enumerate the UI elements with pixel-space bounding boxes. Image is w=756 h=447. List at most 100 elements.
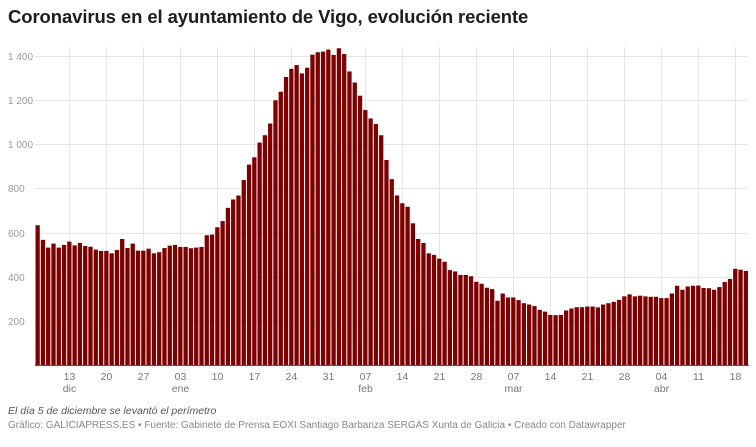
x-tick-label: 28 (619, 371, 631, 383)
bar: 15 abr: 353 (717, 287, 722, 365)
bar: 02 mar: 350 (484, 287, 490, 365)
bar: 24 dic: 530 (125, 248, 130, 365)
bar: 08 mar: 294 (516, 300, 521, 365)
bar: 21 dic: 506 (109, 253, 114, 365)
bar: 22 ene: 1238 (278, 91, 283, 365)
bar: 29 dic: 506 (151, 253, 157, 365)
bar: 21 ene: 1199 (273, 100, 278, 366)
bar: 23 dic: 571 (120, 238, 125, 365)
bar: 27 feb: 402 (468, 276, 474, 365)
y-tick-label: 1 000 (8, 140, 33, 151)
bar: 16 feb: 642 (410, 223, 416, 365)
bar: 25 ene: 1359 (294, 65, 299, 366)
bar: 15 dic: 553 (77, 242, 83, 365)
bar: 18 feb: 553 (421, 242, 426, 365)
bar: 30 dic: 511 (157, 252, 162, 365)
bar: 19 mar: 262 (574, 307, 579, 365)
bar: 20 dic: 517 (104, 250, 109, 365)
bar: 11 ene: 652 (220, 221, 225, 365)
bar: 16 mar: 227 (558, 314, 564, 365)
bar: 11 dic: 532 (56, 247, 61, 365)
bar: 14 ene: 768 (236, 195, 241, 365)
bar: 28 ene: 1406 (310, 54, 315, 366)
bar: 01 mar: 368 (479, 283, 484, 365)
y-tick-label: 1 400 (8, 52, 33, 63)
bar: 30 mar: 311 (632, 296, 638, 365)
bar: 24 ene: 1342 (289, 68, 294, 366)
bar: 17 dic: 536 (88, 246, 93, 365)
bar: 23 feb: 430 (447, 270, 453, 365)
bar: 01 ene: 541 (167, 245, 172, 365)
bar: 04 feb: 1330 (347, 71, 352, 365)
bar: 24 feb: 424 (453, 271, 458, 365)
x-tick-label: 13 (64, 371, 76, 383)
bar: 03 ene: 535 (178, 246, 183, 365)
y-tick-label: 200 (8, 317, 25, 328)
bar: 15 feb: 717 (405, 206, 410, 365)
bar: 12 ene: 712 (225, 207, 231, 365)
bar: 18 abr: 436 (733, 268, 738, 365)
bar: 22 feb: 468 (442, 261, 447, 365)
bar: 31 dic: 530 (162, 248, 167, 365)
bar: 03 abr: 309 (653, 296, 659, 365)
bar: 17 abr: 390 (727, 278, 733, 365)
x-tick-label: 14 (545, 371, 557, 383)
bar: 02 abr: 309 (648, 296, 653, 365)
bar: 20 mar: 262 (579, 307, 585, 365)
bar: 17 ene: 941 (252, 157, 257, 365)
bar: 21 feb: 482 (437, 258, 442, 365)
x-month-label: ene (172, 383, 190, 395)
bar: 06 abr: 324 (669, 293, 675, 365)
bar: 07 ene: 535 (199, 246, 204, 365)
bar: 19 abr: 432 (738, 269, 743, 365)
bar: 16 ene: 908 (246, 164, 252, 365)
bar: 03 feb: 1409 (342, 54, 347, 365)
y-tick-label: 400 (8, 273, 25, 284)
bar: 11 abr: 360 (696, 285, 701, 365)
bar: 10 ene: 624 (215, 227, 220, 365)
bar: 01 abr: 311 (643, 296, 648, 365)
x-tick-label: 10 (212, 371, 224, 383)
bar: 12 mar: 250 (537, 309, 542, 365)
bar: 13 abr: 348 (706, 288, 712, 365)
bar: 14 dic: 542 (72, 245, 77, 365)
bar: 10 abr: 359 (690, 285, 696, 365)
bar: 12 abr: 349 (701, 287, 706, 365)
bar: 08 abr: 341 (680, 289, 685, 365)
bar: 26 ene: 1321 (299, 73, 305, 365)
bar: 10 dic: 550 (51, 243, 56, 365)
bar: 06 mar: 306 (505, 297, 511, 365)
bar: 19 dic: 517 (98, 250, 104, 365)
bar: 25 feb: 408 (458, 274, 463, 365)
x-tick-label: 03 (175, 371, 187, 383)
bar: 04 mar: 291 (495, 300, 500, 365)
bar: 03 mar: 344 (490, 289, 495, 365)
bar: 10 feb: 1041 (379, 135, 384, 365)
x-month-label: mar (504, 383, 523, 395)
bar: 27 ene: 1347 (305, 67, 310, 365)
bar: 14 abr: 341 (712, 289, 717, 365)
bar: 14 mar: 227 (548, 314, 553, 365)
bar: 05 mar: 324 (500, 293, 505, 365)
x-tick-label: 27 (138, 371, 150, 383)
bar: 05 abr: 303 (664, 298, 669, 365)
x-tick-label: 20 (101, 371, 113, 383)
bar: 13 feb: 768 (394, 195, 400, 365)
bar: 20 feb: 499 (431, 254, 437, 365)
bar: 06 feb: 1220 (357, 95, 363, 365)
bar: 12 feb: 842 (389, 179, 394, 365)
y-tick-label: 800 (8, 184, 25, 195)
x-tick-label: 31 (323, 371, 335, 383)
bar: 05 ene: 529 (188, 248, 194, 365)
bar: 10 mar: 274 (527, 304, 532, 365)
bar: 02 ene: 544 (172, 244, 178, 365)
bar: 08 ene: 588 (204, 235, 209, 365)
bar: 27 dic: 518 (141, 250, 146, 365)
bar: 04 ene: 535 (183, 246, 188, 365)
bar: 29 mar: 320 (627, 294, 632, 365)
bar: 22 dic: 521 (114, 250, 120, 365)
bar: 09 ene: 591 (209, 234, 215, 365)
bar: 22 mar: 265 (590, 306, 595, 365)
bar: 07 mar: 306 (511, 297, 516, 365)
